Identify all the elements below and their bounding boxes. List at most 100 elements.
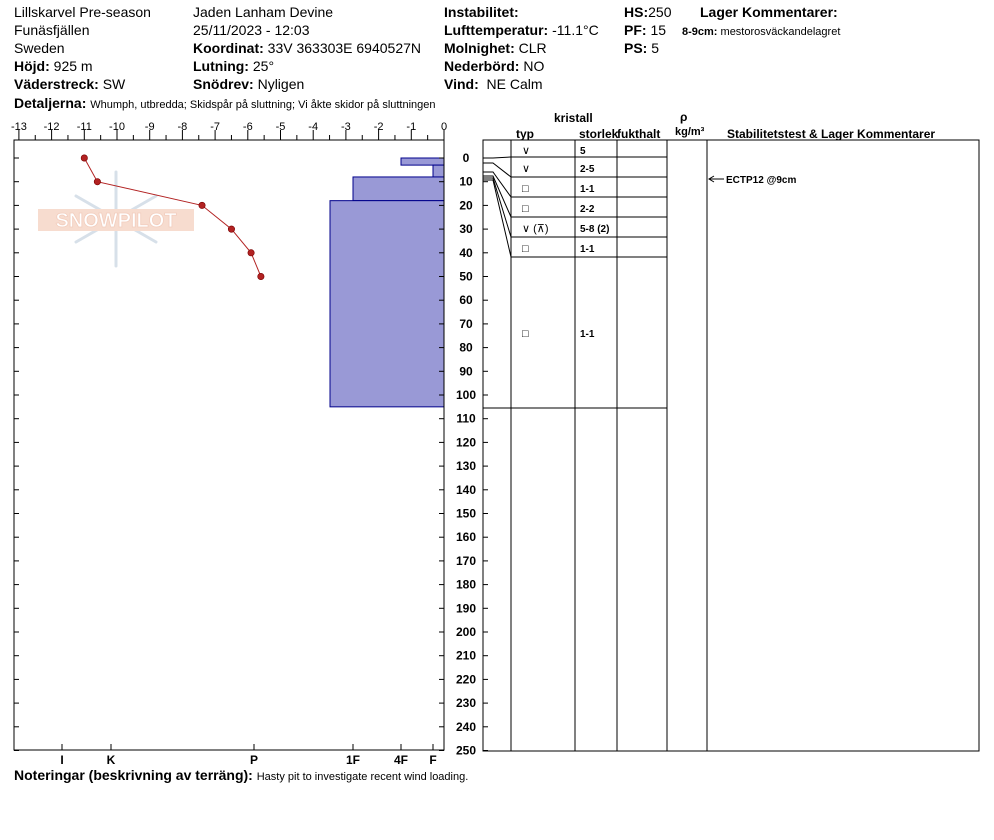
pf-value: 15 — [650, 22, 667, 38]
stability-test-label: ECTP12 @9cm — [726, 175, 796, 186]
details-row: Detaljerna: Whumph, utbredda; Skidspår p… — [14, 95, 436, 113]
hardness-label: F — [429, 753, 436, 767]
hs-label: HS: — [624, 4, 649, 20]
hardness-label: 1F — [346, 753, 360, 767]
airtemp-label: Lufttemperatur: — [444, 22, 549, 38]
wind-label: Vind: — [444, 76, 479, 92]
sky-value: CLR — [518, 40, 547, 56]
layer-connector — [483, 179, 512, 258]
depth-label: 130 — [456, 459, 476, 473]
coord-value: 33V 363303E 6940527N — [267, 40, 422, 56]
layer-crystal-size: 1-1 — [580, 184, 595, 195]
depth-label: 140 — [456, 483, 476, 497]
temp-tick-label: -9 — [145, 121, 155, 133]
hardness-label: P — [250, 753, 258, 767]
layer-crystal-size: 1-1 — [580, 329, 595, 340]
depth-label: 20 — [459, 198, 473, 212]
notes-row: Noteringar (beskrivning av terräng): Has… — [14, 767, 468, 785]
layer-crystal-size: 2-5 — [580, 164, 595, 175]
temperature-point — [257, 272, 265, 280]
depth-label: 170 — [456, 554, 476, 568]
slope-label: Lutning: — [193, 58, 249, 74]
layer-crystal-type: ∨ (⊼) — [522, 223, 549, 235]
depth-label: 60 — [459, 293, 473, 307]
depth-label: 230 — [456, 696, 476, 710]
depth-label: 90 — [459, 364, 473, 378]
temperature-point — [93, 178, 101, 186]
temp-tick-label: -1 — [406, 121, 416, 133]
airtemp-row: Lufttemperatur: -11.1°C — [444, 22, 599, 38]
depth-label: 220 — [456, 672, 476, 686]
layer-crystal-size: 5 — [580, 146, 586, 157]
instability-label: Instabilitet: — [444, 4, 519, 20]
temp-tick-label: -4 — [308, 121, 318, 133]
col-crystal: kristall — [554, 111, 593, 125]
hardness-label: 4F — [394, 753, 408, 767]
drift-value: Nyligen — [257, 76, 305, 92]
depth-label: 210 — [456, 649, 476, 663]
layer-crystal-type: ∨ — [522, 145, 530, 157]
layer-connector — [483, 177, 512, 238]
temperature-point — [227, 225, 235, 233]
layer-connector — [483, 162, 512, 178]
hardness-label: I — [60, 753, 63, 767]
depth-label: 30 — [459, 222, 473, 236]
depth-label: 180 — [456, 578, 476, 592]
sky-label: Molnighet: — [444, 40, 515, 56]
table-frame — [482, 139, 980, 752]
col-density-unit: kg/m³ — [675, 126, 705, 138]
layer-comment-text: mestorosväckandelagret — [720, 26, 841, 38]
drift-label: Snödrev: — [193, 76, 254, 92]
coord-row: Koordinat: 33V 363303E 6940527N — [193, 40, 421, 56]
notes-value: Hasty pit to investigate recent wind loa… — [256, 771, 469, 783]
hs-row: HS:250 — [624, 4, 671, 20]
precip-value: NO — [523, 58, 545, 74]
layer-crystal-size: 1-1 — [580, 244, 595, 255]
pf-row: PF: 15 — [624, 22, 666, 38]
temp-tick-label: -2 — [374, 121, 384, 133]
depth-label: 40 — [459, 246, 473, 260]
temperature-line — [83, 157, 262, 277]
hardness-layer-bar — [352, 176, 445, 202]
layer-crystal-type: ∨ — [522, 163, 530, 175]
temp-tick-label: 0 — [441, 121, 447, 133]
temp-tick-label: -11 — [77, 121, 92, 133]
hardness-label: K — [107, 753, 116, 767]
col-type: typ — [516, 127, 534, 141]
stability-arrow-head — [708, 175, 715, 183]
notes-label: Noteringar (beskrivning av terräng): — [14, 767, 253, 783]
hardness-layer-bar — [400, 157, 445, 166]
details-label: Detaljerna: — [14, 95, 87, 111]
depth-label: 10 — [459, 175, 473, 189]
layer-comment-depth: 8-9cm: — [682, 26, 718, 38]
pf-label: PF: — [624, 22, 647, 38]
temperature-point — [80, 154, 88, 162]
snowpilot-watermark: SNOWPILOT — [38, 170, 194, 268]
watermark-text: SNOWPILOT — [55, 210, 176, 232]
depth-label: 160 — [456, 530, 476, 544]
ps-value: 5 — [651, 40, 660, 56]
hardness-layer-bar — [329, 200, 445, 408]
ps-row: PS: 5 — [624, 40, 659, 56]
layer-crystal-type: □ — [522, 243, 529, 255]
layer-crystal-size: 5-8 (2) — [580, 224, 609, 235]
temp-tick-label: -8 — [178, 121, 188, 133]
temp-tick-label: -13 — [11, 121, 27, 133]
aspect-row: Väderstreck: SW — [14, 76, 125, 92]
elevation-label: Höjd: — [14, 58, 50, 74]
slope-row: Lutning: 25° — [193, 58, 274, 74]
drift-row: Snödrev: Nyligen — [193, 76, 304, 92]
wind-value: NE Calm — [486, 76, 543, 92]
depth-label: 120 — [456, 435, 476, 449]
temperature-point — [198, 201, 206, 209]
layer-crystal-type: □ — [522, 203, 529, 215]
depth-label: 100 — [456, 388, 476, 402]
layer-crystal-size: 2-2 — [580, 204, 595, 215]
layer-comments-label: Lager Kommentarer: — [700, 4, 838, 20]
chart-frame — [13, 139, 445, 751]
depth-label: 80 — [459, 341, 473, 355]
temp-tick-label: -7 — [210, 121, 220, 133]
layer-crystal-type: □ — [522, 328, 529, 340]
hs-value: 250 — [648, 4, 672, 20]
